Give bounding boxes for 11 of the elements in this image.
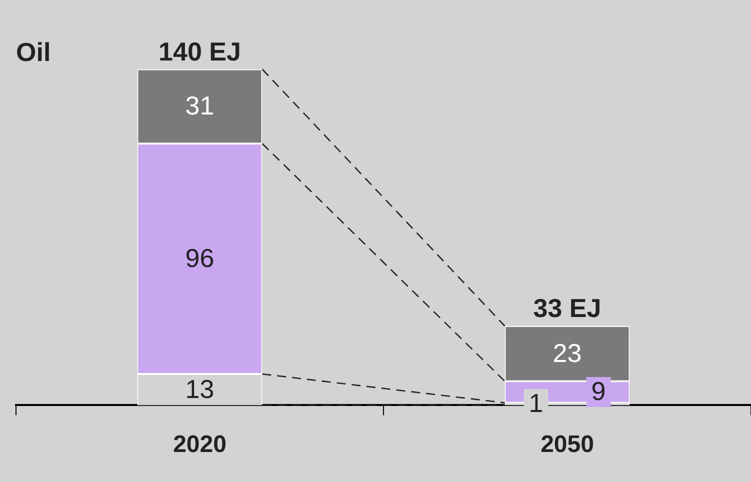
chart-title: Oil [16,36,51,67]
total-label: 33 EJ [533,293,602,324]
x-tick-label: 2020 [173,431,226,458]
data-label: 96 [185,242,214,273]
total-label: 140 EJ [158,36,241,66]
data-label: 1 [528,388,544,418]
data-label: 31 [185,90,214,121]
data-label: 13 [185,374,214,404]
data-label: 9 [591,376,606,406]
data-label: 23 [552,338,582,368]
x-tick-label: 2050 [540,431,594,458]
